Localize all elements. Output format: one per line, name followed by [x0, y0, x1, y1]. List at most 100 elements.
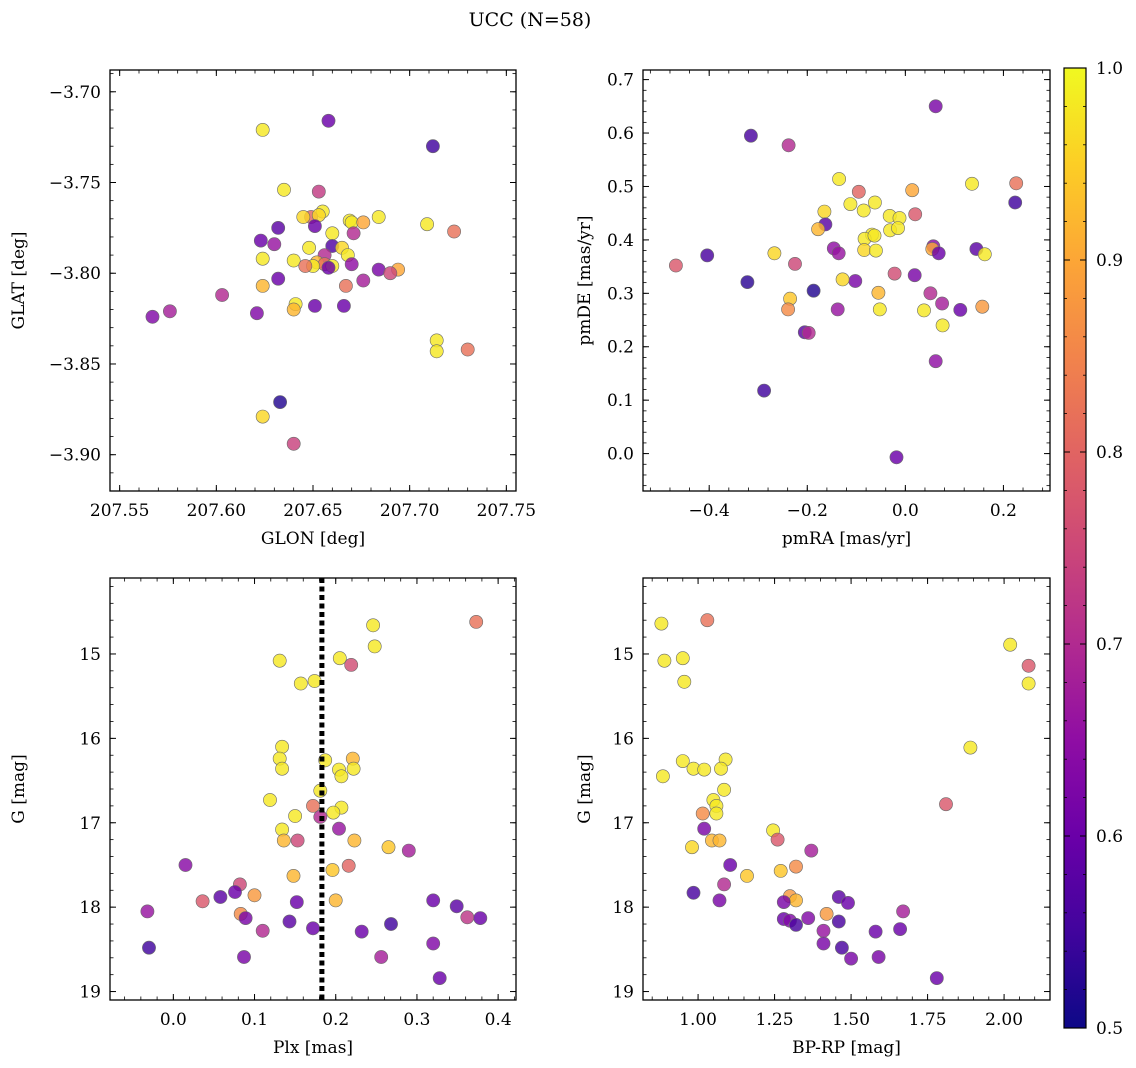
x-tick-label: 0.2 — [990, 501, 1017, 521]
scatter-point — [1021, 676, 1036, 691]
scatter-point — [328, 893, 343, 908]
scatter-point — [931, 246, 946, 261]
scatter-point — [255, 122, 270, 137]
colorbar-tick-label: 0.7 — [1096, 635, 1123, 655]
scatter-point — [677, 674, 692, 689]
scatter-point — [429, 344, 444, 359]
scatter-point — [449, 899, 464, 914]
y-axis-label: G [mag] — [9, 754, 29, 823]
scatter-point — [801, 911, 816, 925]
scatter-point — [356, 215, 371, 230]
scatter-point — [249, 306, 264, 321]
scatter-point — [321, 113, 336, 128]
y-tick-label: 0.6 — [607, 124, 634, 144]
scatter-points — [140, 615, 488, 985]
scatter-point — [717, 782, 731, 797]
scatter-point — [426, 936, 441, 951]
scatter-point — [344, 658, 359, 672]
scatter-point — [140, 904, 155, 919]
scatter-point — [347, 833, 362, 848]
scatter-point — [789, 918, 803, 932]
scatter-point — [276, 833, 291, 848]
scatter-point — [237, 950, 251, 964]
scatter-point — [896, 904, 910, 919]
axis-ticks: 0.0 0.1 0.2 0.3 0.4 15 16 17 18 19 — [79, 578, 516, 1030]
scatter-point — [844, 951, 858, 966]
scatter-point — [371, 262, 386, 277]
scatter-point — [806, 283, 821, 298]
y-tick-label: −3.85 — [49, 355, 101, 375]
scatter-point — [473, 911, 488, 925]
scatter-point — [267, 237, 282, 252]
scatter-point — [247, 888, 262, 903]
scatter-point — [307, 674, 322, 688]
scatter-point — [656, 769, 670, 784]
y-axis-label: GLAT [deg] — [9, 231, 29, 329]
x-tick-label: 0.1 — [241, 1010, 268, 1030]
scatter-point — [401, 843, 416, 858]
scatter-point — [277, 182, 291, 197]
colorbar: 0.5 0.6 0.7 0.8 0.9 1.0 — [1063, 59, 1123, 1039]
scatter-point — [374, 950, 389, 964]
x-tick-label: −0.2 — [787, 501, 828, 521]
colorbar-tick-label: 1.0 — [1096, 59, 1123, 79]
scatter-point — [697, 762, 712, 777]
scatter-point — [306, 921, 320, 936]
x-tick-label: 0.2 — [322, 1010, 349, 1030]
scatter-point — [367, 639, 382, 654]
scatter-point — [685, 840, 699, 855]
axes-frame — [642, 577, 1051, 1001]
scatter-point — [338, 278, 353, 293]
scatter-point — [669, 258, 683, 273]
scatter-point — [325, 863, 340, 877]
y-tick-label: 0.4 — [607, 231, 634, 251]
x-tick-label: 2.00 — [985, 1010, 1023, 1030]
scatter-point — [868, 195, 882, 210]
x-tick-label: 1.75 — [909, 1010, 947, 1030]
colorbar-tick-label: 0.6 — [1096, 827, 1123, 847]
axes-frame — [109, 577, 517, 1001]
scatter-point — [145, 309, 160, 324]
scatter-point — [723, 858, 738, 872]
scatter-point — [788, 256, 802, 271]
x-tick-label: 0.4 — [485, 1010, 512, 1030]
scatter-point — [195, 894, 210, 909]
y-tick-label: 16 — [79, 729, 101, 749]
scatter-point — [907, 268, 922, 283]
scatter-point — [843, 197, 858, 211]
scatter-point — [296, 210, 311, 224]
y-tick-label: 0.7 — [607, 71, 634, 91]
scatter-point — [830, 302, 845, 317]
x-axis-label: pmRA [mas/yr] — [782, 529, 911, 549]
scatter-point — [917, 303, 931, 318]
scatter-point — [178, 858, 193, 872]
scatter-point — [923, 286, 938, 301]
scatter-point — [939, 797, 953, 812]
scatter-point — [887, 266, 902, 281]
y-axis-label: pmDE [mas/yr] — [575, 215, 595, 345]
scatter-point — [712, 833, 727, 848]
scatter-point — [383, 266, 398, 281]
scatter-point — [272, 653, 287, 668]
x-tick-label: 1.00 — [679, 1010, 717, 1030]
scatter-point — [286, 253, 301, 268]
scatter-point — [334, 769, 349, 784]
y-tick-label: 0.3 — [607, 284, 634, 304]
scatter-point — [336, 298, 351, 313]
scatter-point — [928, 99, 943, 114]
scatter-point — [776, 895, 791, 909]
x-tick-label: 1.50 — [832, 1010, 870, 1030]
scatter-point — [460, 910, 475, 925]
scatter-point — [963, 740, 978, 755]
scatter-point — [288, 809, 302, 823]
scatter-point — [255, 251, 270, 266]
scatter-point — [253, 233, 268, 248]
scatter-point — [740, 869, 754, 883]
scatter-point — [975, 299, 990, 314]
y-tick-label: 18 — [79, 898, 101, 918]
scatter-point — [856, 203, 871, 218]
scatter-point — [275, 739, 289, 754]
y-tick-label: 19 — [79, 983, 101, 1003]
scatter-point — [965, 176, 979, 191]
